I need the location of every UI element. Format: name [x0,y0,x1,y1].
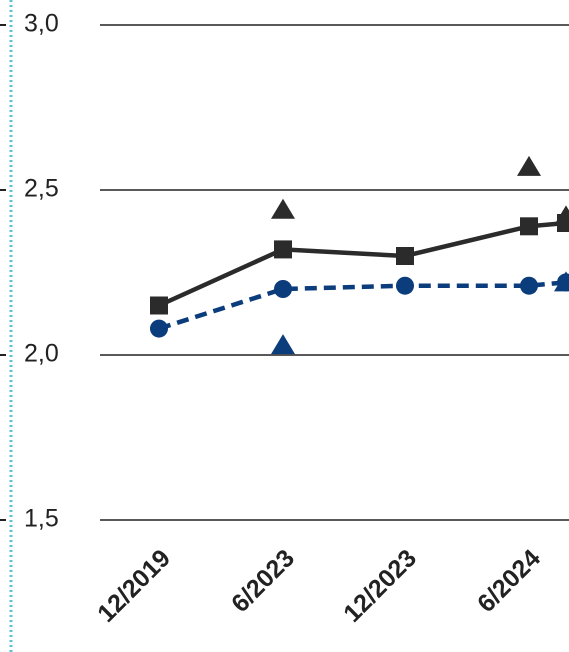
marker [271,334,295,355]
series-line [158,280,567,331]
x-tick-label: 6/2024 [472,544,546,618]
x-tick-label: 6/2023 [226,544,300,618]
marker [554,271,569,292]
marker [271,198,295,219]
series-line [158,220,567,308]
marker [520,276,538,295]
marker [554,205,569,226]
marker [274,240,292,259]
marker [396,276,414,295]
y-tick-label: 2,0 [24,340,59,368]
marker [150,296,168,315]
y-tick-label: 2,5 [24,175,59,203]
x-tick-label: 12/2019 [92,544,176,628]
marker [520,217,538,236]
marker [396,247,414,265]
y-tick-label: 3,0 [24,10,59,38]
y-tick-label: 1,5 [24,505,59,533]
x-tick-label: 12/2023 [338,544,422,628]
marker [150,319,168,338]
marker [517,155,541,176]
marker [274,280,292,298]
